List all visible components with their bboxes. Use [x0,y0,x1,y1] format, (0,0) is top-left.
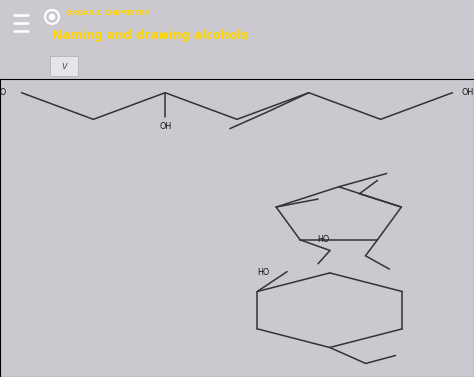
Text: Naming and drawing alcohols: Naming and drawing alcohols [52,29,248,42]
Text: HO: HO [258,268,270,277]
Text: v: v [61,61,67,71]
Text: OH: OH [159,122,171,131]
Text: ORGANIC CHEMISTRY: ORGANIC CHEMISTRY [66,10,149,16]
Circle shape [49,14,55,20]
Text: HO: HO [0,88,7,97]
Text: OH: OH [461,88,474,97]
Bar [50,56,78,76]
Text: HO: HO [317,235,329,244]
